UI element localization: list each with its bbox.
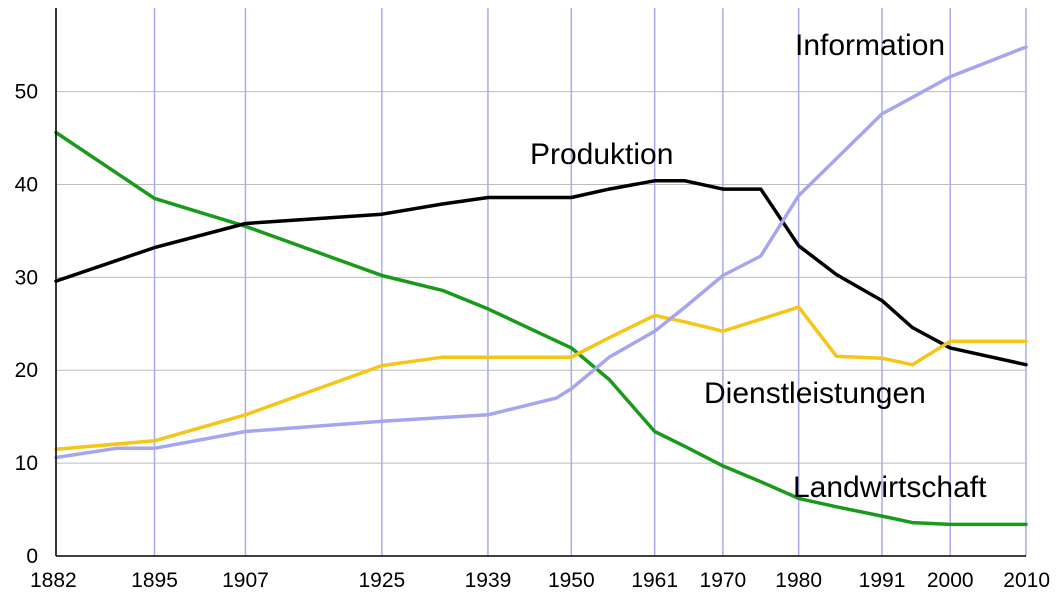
x-tick-labels: 1882 1895 1907 1925 1939 1950 1961 1970 1980 1991… xyxy=(30,569,1050,592)
y-tick-labels: 0 10 20 30 40 50 xyxy=(15,81,38,568)
x-tick-label: 1980 xyxy=(775,569,822,592)
y-tick-label: 0 xyxy=(26,545,38,568)
axes xyxy=(55,8,1026,557)
y-tick-label: 50 xyxy=(15,81,38,104)
series-label-landwirtschaft: Landwirtschaft xyxy=(793,471,987,504)
x-tick-label: 2000 xyxy=(927,569,974,592)
horizontal-gridlines xyxy=(56,91,1026,464)
y-tick-label: 30 xyxy=(15,266,38,289)
x-tick-label: 1925 xyxy=(359,569,406,592)
y-tick-label: 40 xyxy=(15,173,38,196)
series-line-information xyxy=(54,45,1028,460)
x-tick-label: 1970 xyxy=(700,569,747,592)
x-tick-label: 2010 xyxy=(1003,569,1050,592)
x-tick-label: 1961 xyxy=(631,569,678,592)
x-tick-label: 1907 xyxy=(222,569,269,592)
x-tick-label: 1950 xyxy=(548,569,595,592)
series-line-landwirtschaft xyxy=(54,130,1028,527)
series-line-produktion xyxy=(54,179,1028,367)
series-label-dienstleistungen: Dienstleistungen xyxy=(704,377,926,410)
x-tick-label: 1939 xyxy=(465,569,512,592)
series-label-information: Information xyxy=(795,29,945,62)
series-label-produktion: Produktion xyxy=(530,138,673,171)
series-lines xyxy=(54,45,1028,527)
y-tick-label: 20 xyxy=(15,359,38,382)
x-tick-label: 1882 xyxy=(30,569,77,592)
x-tick-label: 1895 xyxy=(131,569,178,592)
y-tick-label: 10 xyxy=(15,452,38,475)
x-tick-label: 1991 xyxy=(859,569,906,592)
